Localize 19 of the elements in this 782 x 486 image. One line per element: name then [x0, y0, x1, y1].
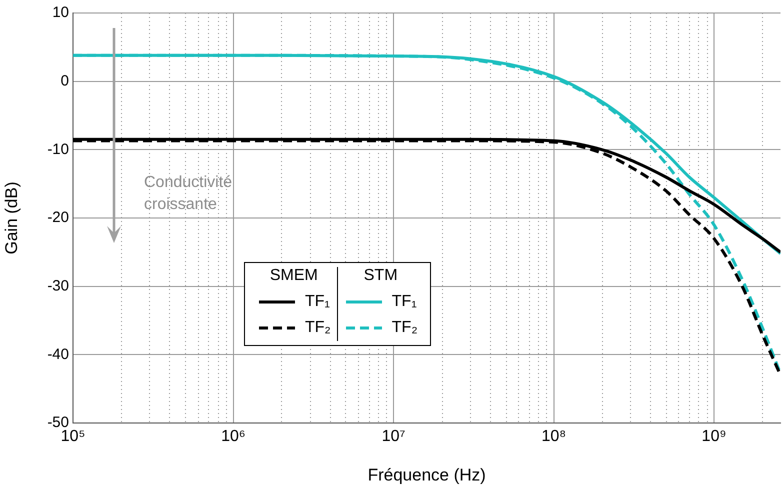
y-tick-label: 10	[52, 4, 69, 22]
legend-label: TF₁	[392, 293, 417, 311]
legend-label: TF₁	[305, 293, 330, 311]
y-tick-label: 0	[60, 72, 69, 90]
annotation: STM	[362, 267, 399, 285]
x-tick-label: 10⁶	[221, 428, 246, 446]
y-tick-label: -30	[47, 277, 69, 294]
legend-label: TF₂	[305, 319, 331, 337]
y-tick-label: -40	[47, 346, 69, 363]
x-tick-label: 10⁹	[702, 428, 726, 446]
y-tick-label: -20	[47, 209, 69, 226]
x-tick-label: 10⁷	[382, 428, 406, 446]
annotation: SMEM	[268, 267, 319, 285]
x-axis-title: Fréquence (Hz)	[368, 465, 486, 484]
annotation: Conductivité croissante	[144, 173, 234, 215]
legend-label: TF₂	[392, 319, 418, 337]
y-axis-title: Gain (dB)	[2, 182, 21, 254]
x-tick-label: 10⁸	[541, 428, 566, 446]
y-tick-label: -10	[47, 140, 69, 158]
